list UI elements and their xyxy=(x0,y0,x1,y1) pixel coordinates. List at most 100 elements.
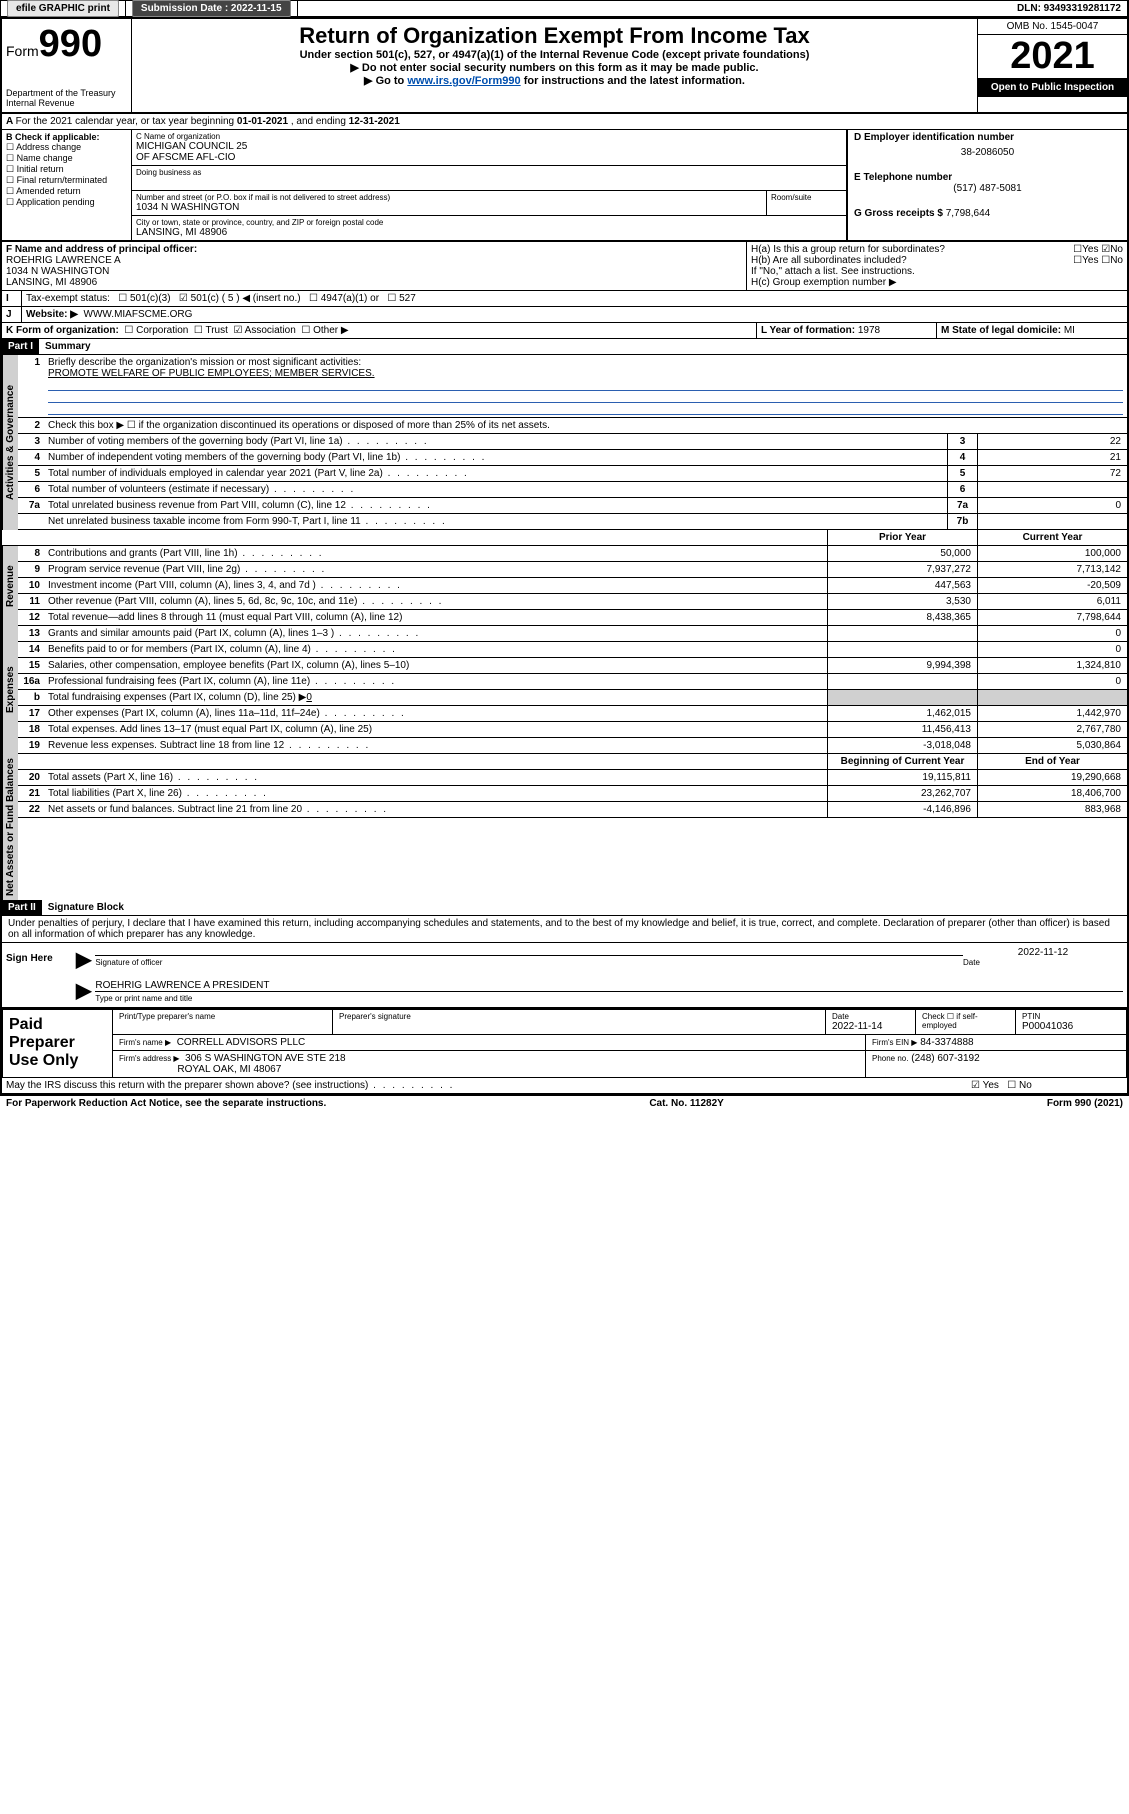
sub3-pre: ▶ Go to xyxy=(364,75,407,87)
l5-val: 72 xyxy=(977,466,1127,481)
submission-date: Submission Date : 2022-11-15 xyxy=(126,1,298,16)
i-label: Tax-exempt status: xyxy=(26,293,110,304)
pp-c2: Preparer's signature xyxy=(333,1010,826,1034)
k-assoc[interactable]: Association xyxy=(245,325,296,336)
b-opt-app[interactable]: Application pending xyxy=(6,197,127,208)
penalty-text: Under penalties of perjury, I declare th… xyxy=(2,916,1127,943)
dept-treasury: Department of the Treasury Internal Reve… xyxy=(6,88,127,108)
dln: DLN: 93493319281172 xyxy=(1011,1,1128,16)
paid-preparer-block: Paid Preparer Use Only Print/Type prepar… xyxy=(2,1009,1127,1078)
a-mid: , and ending xyxy=(288,116,349,127)
l6-val xyxy=(977,482,1127,497)
m-val: MI xyxy=(1064,325,1075,336)
firm-name: CORRELL ADVISORS PLLC xyxy=(177,1037,306,1048)
form-frame: Form990 Department of the Treasury Inter… xyxy=(0,17,1129,1096)
i-527[interactable]: 527 xyxy=(399,293,416,304)
discuss-yes[interactable]: Yes xyxy=(983,1080,999,1091)
part2-bar: Part II xyxy=(2,900,42,915)
discuss-no[interactable]: No xyxy=(1019,1080,1032,1091)
m-label: M State of legal domicile: xyxy=(941,325,1061,336)
c-name2: OF AFSCME AFL-CIO xyxy=(136,152,842,163)
k-corp[interactable]: Corporation xyxy=(136,325,188,336)
l21-prior: 23,262,707 xyxy=(827,786,977,801)
i-501c3[interactable]: 501(c)(3) xyxy=(130,293,171,304)
tax-year: 2021 xyxy=(978,35,1127,78)
l22-prior: -4,146,896 xyxy=(827,802,977,817)
hb-yes: Yes xyxy=(1082,255,1098,266)
l16b-curr-gray xyxy=(977,690,1127,705)
sig-name-label: Type or print name and title xyxy=(95,994,1123,1003)
l-label: L Year of formation: xyxy=(761,325,855,336)
section-a: A For the 2021 calendar year, or tax yea… xyxy=(2,114,1127,130)
l16b-val: 0 xyxy=(306,692,312,703)
open-to-public: Open to Public Inspection xyxy=(978,78,1127,97)
ha-no: No xyxy=(1110,244,1123,255)
i-4947[interactable]: 4947(a)(1) or xyxy=(321,293,379,304)
b-opt-name[interactable]: Name change xyxy=(6,153,127,164)
l9-curr: 7,713,142 xyxy=(977,562,1127,577)
l13-text: Grants and similar amounts paid (Part IX… xyxy=(44,626,827,641)
b-opt-final[interactable]: Final return/terminated xyxy=(6,175,127,186)
pp-c3v: 2022-11-14 xyxy=(832,1021,909,1032)
form-subtitle-3: ▶ Go to www.irs.gov/Form990 for instruct… xyxy=(142,74,967,87)
pp-c5v: P00041036 xyxy=(1022,1021,1120,1032)
discuss-row: May the IRS discuss this return with the… xyxy=(2,1078,1127,1094)
f-label: F Name and address of principal officer: xyxy=(6,244,742,255)
b-opt-address[interactable]: Address change xyxy=(6,142,127,153)
part1-bar: Part I xyxy=(2,339,39,354)
paid-preparer-label: Paid Preparer Use Only xyxy=(3,1010,113,1077)
c-city: LANSING, MI 48906 xyxy=(136,227,842,238)
l17-text: Other expenses (Part IX, column (A), lin… xyxy=(44,706,827,721)
l2-text: Check this box ▶ ☐ if the organization d… xyxy=(44,418,1127,433)
b-opt-amended[interactable]: Amended return xyxy=(6,186,127,197)
pp-c4[interactable]: Check ☐ if self-employed xyxy=(916,1010,1016,1034)
l7b-val xyxy=(977,514,1127,529)
tab-revenue: Revenue xyxy=(2,546,18,626)
l8-prior: 50,000 xyxy=(827,546,977,561)
hc-label: H(c) Group exemption number ▶ xyxy=(751,277,1123,288)
l11-prior: 3,530 xyxy=(827,594,977,609)
irs-link[interactable]: www.irs.gov/Form990 xyxy=(407,75,520,87)
part2-header: Part II Signature Block xyxy=(2,900,1127,916)
l21-text: Total liabilities (Part X, line 26) xyxy=(44,786,827,801)
c-street-label: Number and street (or P.O. box if mail i… xyxy=(136,193,762,202)
net-block: Net Assets or Fund Balances Beginning of… xyxy=(2,754,1127,900)
submission-button[interactable]: Submission Date : 2022-11-15 xyxy=(132,0,291,17)
page-footer: For Paperwork Reduction Act Notice, see … xyxy=(0,1096,1129,1111)
pp-c5: PTIN xyxy=(1022,1012,1120,1021)
j-val: WWW.MIAFSCME.ORG xyxy=(84,309,193,320)
part2-title: Signature Block xyxy=(42,900,130,915)
footer-form: Form 990 (2021) xyxy=(1047,1098,1123,1109)
k-other[interactable]: Other ▶ xyxy=(313,325,348,336)
l9-prior: 7,937,272 xyxy=(827,562,977,577)
part1-header: Part I Summary xyxy=(2,339,1127,355)
a-text-pre: For the 2021 calendar year, or tax year … xyxy=(16,116,237,127)
form-header: Form990 Department of the Treasury Inter… xyxy=(2,19,1127,114)
l20-text: Total assets (Part X, line 16) xyxy=(44,770,827,785)
f-l2: 1034 N WASHINGTON xyxy=(6,266,742,277)
hb-label: H(b) Are all subordinates included? xyxy=(751,255,1073,266)
sig-date-label: Date xyxy=(963,958,1123,967)
hb-note: If "No," attach a list. See instructions… xyxy=(751,266,1123,277)
footer-pra: For Paperwork Reduction Act Notice, see … xyxy=(6,1098,326,1109)
l19-text: Revenue less expenses. Subtract line 18 … xyxy=(44,738,827,753)
l10-text: Investment income (Part VIII, column (A)… xyxy=(44,578,827,593)
footer-cat: Cat. No. 11282Y xyxy=(649,1098,723,1109)
k-trust[interactable]: Trust xyxy=(205,325,227,336)
section-j: J Website: ▶ WWW.MIAFSCME.ORG xyxy=(2,307,1127,323)
l4-val: 21 xyxy=(977,450,1127,465)
b-opt-initial[interactable]: Initial return xyxy=(6,164,127,175)
i-501c[interactable]: 501(c) ( 5 ) ◀ (insert no.) xyxy=(191,293,301,304)
j-label: Website: ▶ xyxy=(26,309,78,320)
l14-text: Benefits paid to or for members (Part IX… xyxy=(44,642,827,657)
l17-prior: 1,462,015 xyxy=(827,706,977,721)
efile-button[interactable]: efile GRAPHIC print xyxy=(7,0,119,17)
l15-text: Salaries, other compensation, employee b… xyxy=(44,658,827,673)
l7b-text: Net unrelated business taxable income fr… xyxy=(44,514,947,529)
g-val: 7,798,644 xyxy=(946,208,991,219)
phone-label: Phone no. xyxy=(872,1054,908,1063)
phone-val: (248) 607-3192 xyxy=(911,1053,979,1064)
l4-text: Number of independent voting members of … xyxy=(44,450,947,465)
l14-curr: 0 xyxy=(977,642,1127,657)
efile-label: efile GRAPHIC print xyxy=(1,1,126,16)
